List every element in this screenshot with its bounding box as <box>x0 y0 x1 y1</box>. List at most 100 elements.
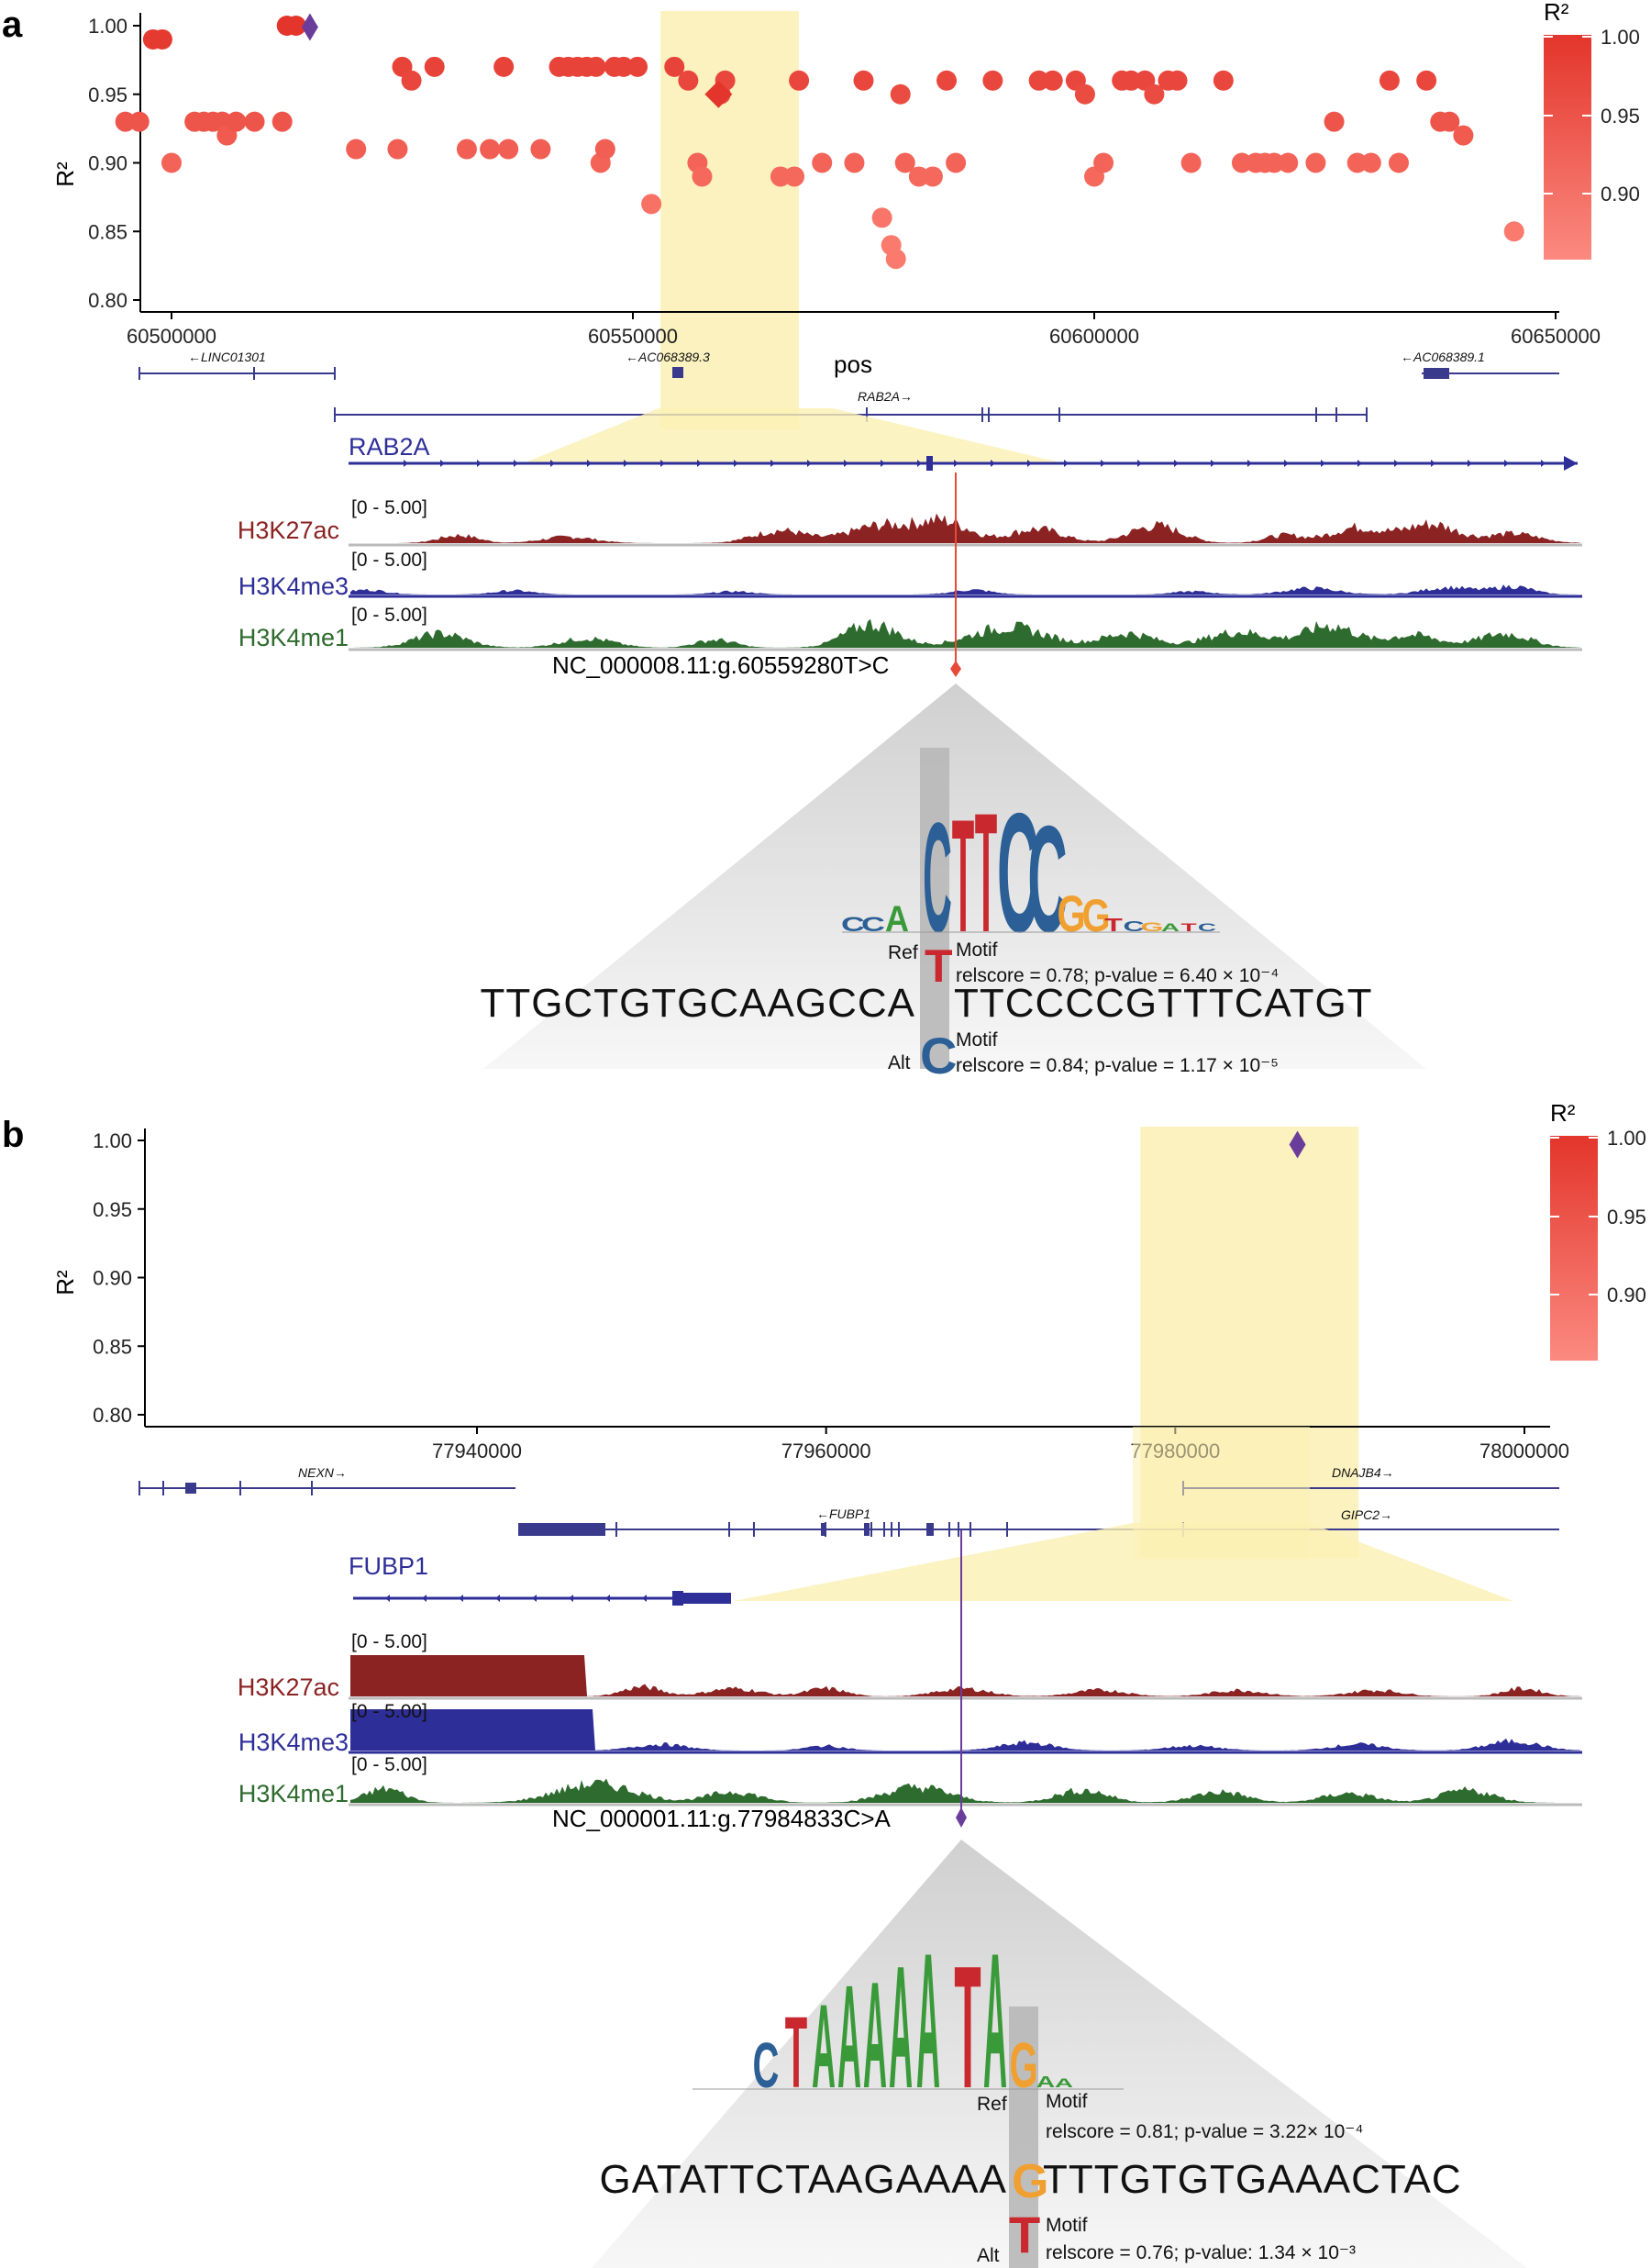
legend-tick-b-1: 0.95 <box>1607 1206 1646 1228</box>
track-range-b-1: [0 - 5.00] <box>351 1701 427 1722</box>
data-point-a-1 <box>128 111 150 132</box>
y-tick-label-b-2: 0.90 <box>93 1267 132 1290</box>
gene-label-gipc2: GIPC2→ <box>1341 1507 1392 1522</box>
data-point-a-83 <box>1416 70 1437 91</box>
data-point-a-85 <box>1439 111 1460 132</box>
data-point-a-22 <box>493 56 515 77</box>
logo-letter-logoB-11: A <box>1055 2075 1073 2090</box>
legend-tick-a-1: 0.95 <box>1601 105 1640 128</box>
logo-letter-logoA-12: G <box>1141 920 1164 934</box>
logo-letter-logoA-3: C <box>923 792 952 965</box>
ref-label-a: Ref <box>888 942 918 963</box>
logo-letter-logoA-14: T <box>1180 921 1196 933</box>
y-ticks-b: 0.80 0.85 0.90 0.95 1.00 <box>93 1129 145 1427</box>
x-tick-label-a-2: 60600000 <box>1049 325 1139 348</box>
legend-a: R² 1.00 0.95 0.90 <box>1544 0 1640 260</box>
sequence-left-a: TTGCTGTGCAAGCCA <box>480 981 915 1026</box>
y-tick-label-a-3: 0.95 <box>88 83 127 106</box>
data-point-a-34 <box>627 56 648 77</box>
data-point-a-46 <box>844 152 865 173</box>
data-point-a-12 <box>271 111 293 132</box>
gene-label-linc01301: ←LINC01301 <box>188 350 266 364</box>
track-range-a-0: [0 - 5.00] <box>351 497 427 518</box>
legend-tick-a-0: 1.00 <box>1601 26 1640 49</box>
data-point-a-42 <box>770 166 791 187</box>
data-point-a-19 <box>424 56 445 77</box>
gene-label-dnajb4: DNAJB4→ <box>1332 1465 1394 1480</box>
logo-letter-logoA-1: C <box>861 914 885 936</box>
data-point-a-24 <box>530 139 551 160</box>
data-point-a-33 <box>613 56 634 77</box>
data-points-b <box>1289 1130 1306 1159</box>
data-point-a-37 <box>678 70 699 91</box>
panel-b: b 0.80 0.85 0.90 0.95 1.00 77940000 77960000 7… <box>2 1099 1646 2268</box>
track-label-h3k4me1-b: H3K4me1 <box>238 1780 349 1807</box>
data-point-a-57 <box>982 70 1003 91</box>
legend-tick-a-2: 0.90 <box>1601 183 1640 206</box>
y-tick-label-a-2: 0.90 <box>88 152 127 175</box>
x-ticks-b: 77940000779600007798000078000000 <box>432 1427 1569 1462</box>
data-point-a-54 <box>922 166 943 187</box>
logo-letter-logoA-6: C <box>997 779 1039 968</box>
x-tick-label-b-3: 78000000 <box>1479 1440 1569 1462</box>
data-point-a-80 <box>1360 152 1381 173</box>
data-point-a-29 <box>585 56 606 77</box>
data-point-a-23 <box>498 139 519 160</box>
x-axis-label-a: pos <box>834 350 872 378</box>
data-point-a-87 <box>1503 221 1524 242</box>
zoom-wedge-b <box>734 1523 1513 1601</box>
data-point-a-75 <box>1264 152 1285 173</box>
legend-title-a: R² <box>1544 0 1569 26</box>
gene-label-ac068389-3: ←AC068389.3 <box>626 350 710 364</box>
alt-motif-label-b: Motif <box>1046 2215 1088 2236</box>
y-tick-label-b-0: 0.80 <box>93 1404 132 1427</box>
data-point-a-16 <box>387 139 408 160</box>
alt-stats-b: relscore = 0.76; p-value: 1.34 × 10⁻³ <box>1046 2242 1356 2263</box>
data-point-a-63 <box>1093 152 1114 173</box>
zoom-wedge-a <box>523 408 1064 463</box>
panel-letter-b: b <box>2 1115 24 1155</box>
logo-letter-logoB-9: G <box>1009 2029 1037 2102</box>
data-point-a-69 <box>1167 70 1188 91</box>
panel-a: a 0.800.850.900.951.00 60500000 60550000 6… <box>2 0 1640 1084</box>
gene-label-fubp1: ←FUBP1 <box>816 1506 870 1521</box>
alt-base-a: C <box>920 1027 957 1084</box>
y-ticks-a: 0.80 0.85 0.90 0.95 1.00 <box>88 15 140 312</box>
epigenome-tracks-a: [0 - 5.00] H3K27ac [0 - 5.00] H3K4me3 [0… <box>238 497 1582 651</box>
y-tick-label-a-0: 0.80 <box>88 289 127 312</box>
logo-letter-logoB-1: T <box>785 1996 807 2109</box>
data-point-a-18 <box>401 70 422 91</box>
track-label-h3k4me1-a: H3K4me1 <box>238 624 349 651</box>
track-h3k27ac-b <box>350 1655 1580 1696</box>
data-point-a-56 <box>946 152 967 173</box>
logo-letter-logoA-8: G <box>1057 886 1085 943</box>
zoom-gene-track-b: FUBP1 <box>349 1552 731 1606</box>
data-point-a-55 <box>936 70 958 91</box>
data-point-a-67 <box>1144 83 1165 105</box>
data-point-a-52 <box>894 152 915 173</box>
data-points-a <box>115 13 1524 270</box>
motif-triangle-b <box>592 1840 1527 2268</box>
legend-tick-b-0: 1.00 <box>1607 1127 1646 1150</box>
y-tick-label-b-1: 0.85 <box>93 1335 132 1358</box>
gene-label-nexn: NEXN→ <box>298 1465 347 1480</box>
zoom-gene-label-b: FUBP1 <box>349 1552 428 1580</box>
query-variant-a <box>704 80 733 108</box>
y-axis-label-b: R² <box>51 1270 79 1295</box>
y-tick-label-a-4: 1.00 <box>88 15 127 38</box>
logo-letter-logoB-7: T <box>954 1931 981 2125</box>
data-point-a-0 <box>115 111 136 132</box>
data-point-a-76 <box>1278 152 1299 173</box>
data-point-a-48 <box>871 207 892 228</box>
data-point-a-82 <box>1388 152 1409 173</box>
alt-label-a: Alt <box>888 1052 911 1073</box>
x-tick-label-a-1: 60550000 <box>588 325 678 348</box>
y-tick-label-a-1: 0.85 <box>88 220 127 243</box>
alt-base-b: T <box>1009 2206 1040 2263</box>
data-point-a-44 <box>789 70 810 91</box>
ref-stats-a: relscore = 0.78; p-value = 6.40 × 10⁻⁴ <box>956 965 1279 986</box>
data-point-a-70 <box>1180 152 1202 173</box>
ref-stats-b: relscore = 0.81; p-value = 3.22× 10⁻⁴ <box>1046 2121 1363 2142</box>
track-label-h3k4me3-a: H3K4me3 <box>238 573 349 600</box>
